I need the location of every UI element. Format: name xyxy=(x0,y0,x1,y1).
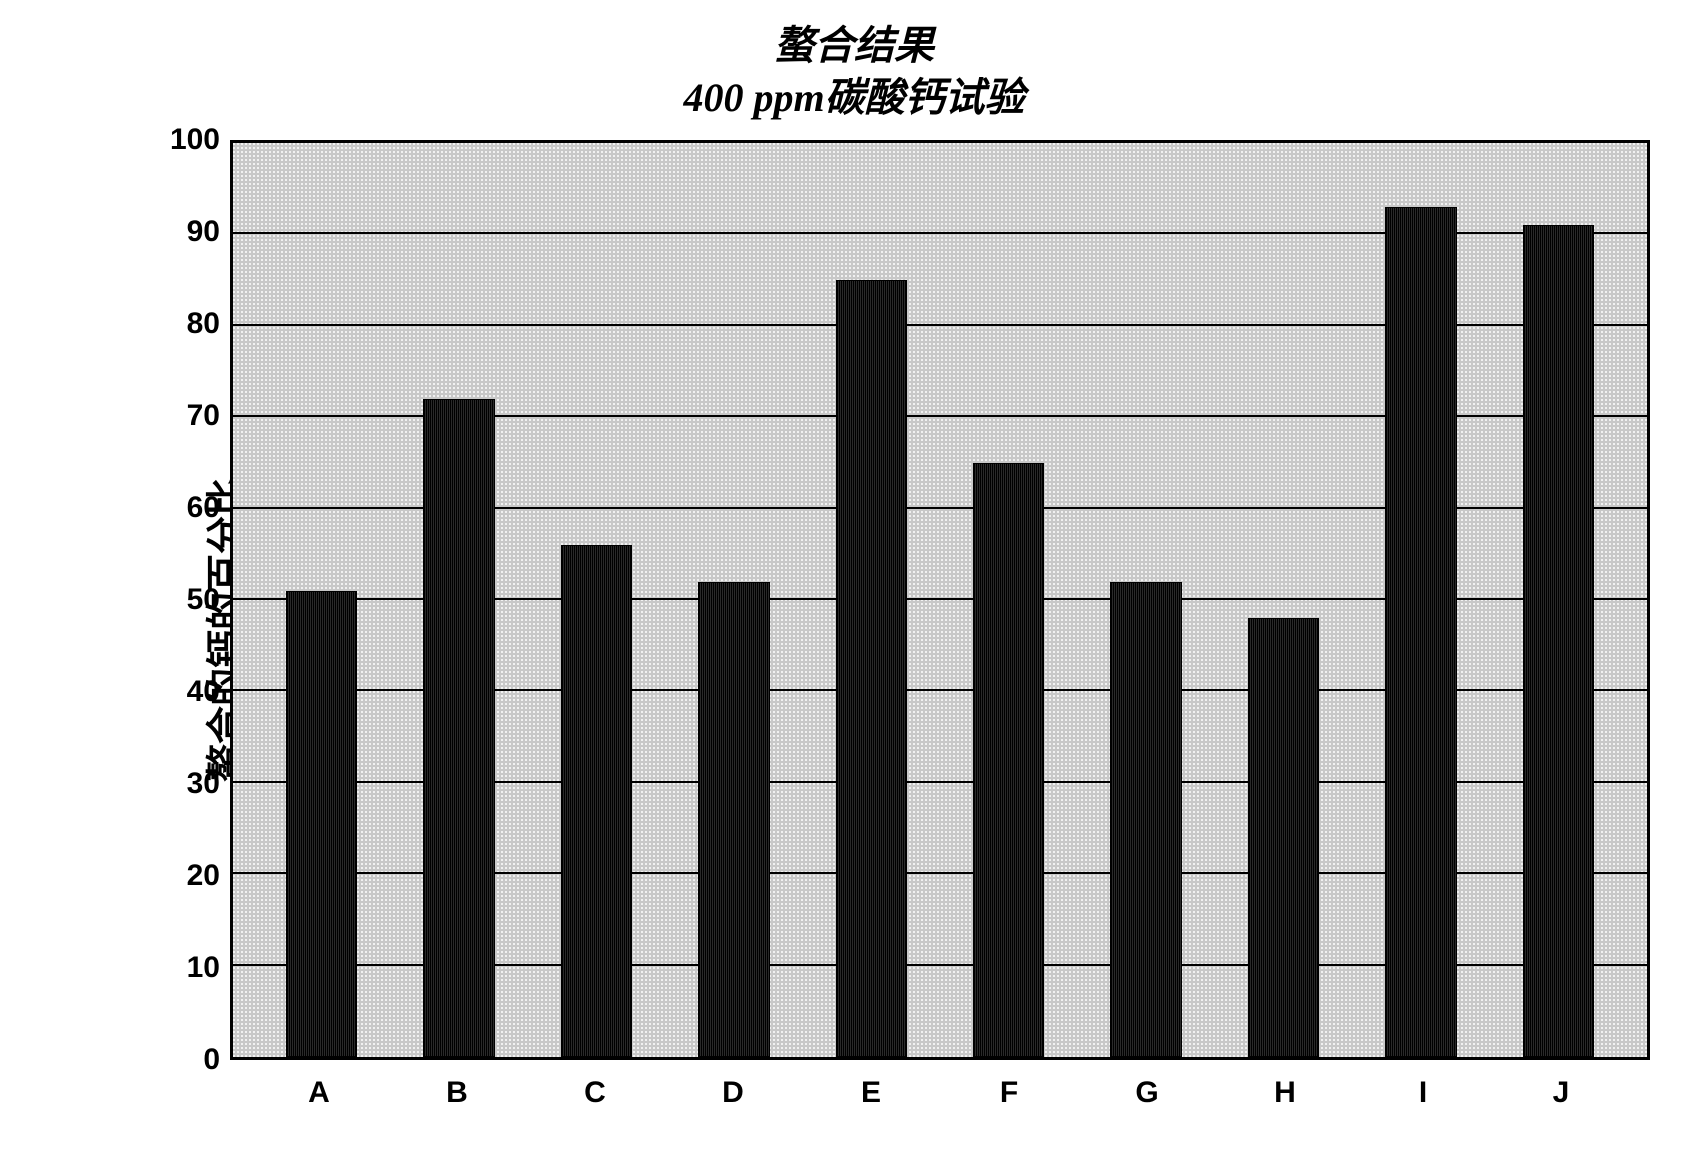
x-tick-label: H xyxy=(1216,1076,1354,1110)
x-tick-label: D xyxy=(664,1076,802,1110)
y-tick-label: 20 xyxy=(150,859,220,893)
bars-group xyxy=(233,143,1647,1057)
bar-slot xyxy=(390,143,527,1057)
bar xyxy=(286,591,357,1057)
chart-title-line1: 螯合结果 xyxy=(0,20,1708,72)
bar-slot xyxy=(528,143,665,1057)
bar-slot xyxy=(665,143,802,1057)
x-tick-label: G xyxy=(1078,1076,1216,1110)
bar xyxy=(1523,225,1594,1057)
axis-zone: 0102030405060708090100 ABCDEFGHIJ xyxy=(150,140,1650,1060)
bar xyxy=(1110,582,1181,1057)
x-tick-label: I xyxy=(1354,1076,1492,1110)
bar xyxy=(1385,207,1456,1057)
bar-slot xyxy=(1077,143,1214,1057)
y-tick-label: 50 xyxy=(150,583,220,617)
plot-area xyxy=(230,140,1650,1060)
bar-slot xyxy=(803,143,940,1057)
x-tick-label: A xyxy=(250,1076,388,1110)
y-tick-label: 80 xyxy=(150,307,220,341)
chart-title-line2: 400 ppm碳酸钙试验 xyxy=(0,72,1708,124)
bar xyxy=(836,280,907,1057)
bar-slot xyxy=(940,143,1077,1057)
y-tick-label: 90 xyxy=(150,215,220,249)
x-labels: ABCDEFGHIJ xyxy=(230,1076,1650,1110)
bar xyxy=(423,399,494,1057)
x-tick-label: J xyxy=(1492,1076,1630,1110)
bar-slot xyxy=(1352,143,1489,1057)
bar-slot xyxy=(253,143,390,1057)
x-tick-label: F xyxy=(940,1076,1078,1110)
y-tick-label: 100 xyxy=(150,123,220,157)
y-tick-label: 10 xyxy=(150,951,220,985)
bar-slot xyxy=(1490,143,1627,1057)
y-tick-label: 30 xyxy=(150,767,220,801)
y-tick-label: 70 xyxy=(150,399,220,433)
bar xyxy=(973,463,1044,1057)
bar xyxy=(698,582,769,1057)
y-tick-label: 60 xyxy=(150,491,220,525)
x-tick-label: B xyxy=(388,1076,526,1110)
chart-container: 螯合的钙的百分比 0102030405060708090100 ABCDEFGH… xyxy=(70,140,1670,1120)
y-tick-label: 40 xyxy=(150,675,220,709)
y-tick-label: 0 xyxy=(150,1043,220,1077)
chart-title-block: 螯合结果 400 ppm碳酸钙试验 xyxy=(0,0,1708,124)
x-tick-label: C xyxy=(526,1076,664,1110)
bar-slot xyxy=(1215,143,1352,1057)
x-tick-label: E xyxy=(802,1076,940,1110)
bar xyxy=(1248,618,1319,1057)
bar xyxy=(561,545,632,1057)
